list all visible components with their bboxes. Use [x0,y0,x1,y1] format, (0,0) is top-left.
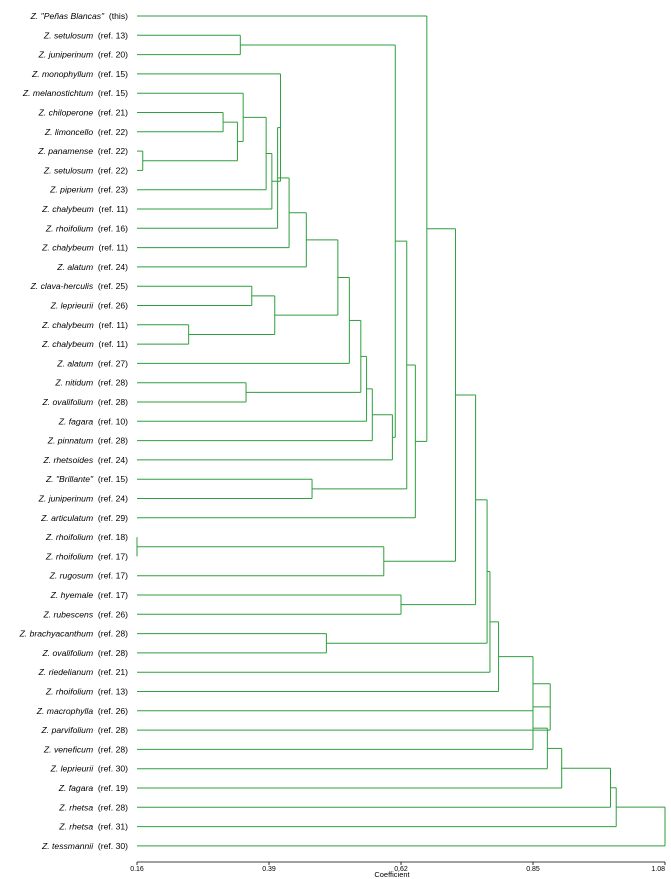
leaf-label: Z. rhetsoides (ref. 24) [42,455,128,465]
x-axis: Coefficient 0.16 0.39 0.62 0.85 1.08 [130,861,666,879]
x-tick-label: 1.08 [651,866,665,873]
leaf-label: Z. leprieurii (ref. 30) [50,764,129,774]
leaf-label: Z. setulosum (ref. 13) [43,30,128,40]
leaf-label: Z. tessmannii (ref. 30) [41,841,128,851]
leaf-label: Z. rubescens (ref. 26) [42,609,128,619]
leaf-label: Z. brachyacanthum (ref. 28) [19,629,129,639]
leaf-label: Z. juniperinum (ref. 24) [38,494,128,504]
leaf-label: Z. monophyllum (ref. 15) [31,69,128,79]
leaf-label: Z. rhoifolium (ref. 17) [45,551,128,561]
leaf-labels: Z. "Peñas Blancas" (this) Z. setulosum (r… [19,11,129,851]
leaf-label: Z. alatum (ref. 24) [56,262,128,272]
leaf-label: Z. chalybeum (ref. 11) [41,339,128,349]
leaf-label: Z. ovalifolium (ref. 28) [42,648,129,658]
leaf-label: Z. ovalifolium (ref. 28) [42,397,129,407]
leaf-label: Z. rugosum (ref. 17) [49,571,128,581]
leaf-label: Z. "Peñas Blancas" (this) [30,11,128,21]
leaf-label: Z. chalybeum (ref. 11) [41,320,128,330]
leaf-label: Z. "Brillante" (ref. 15) [45,474,128,484]
leaf-label: Z. rhoifolium (ref. 16) [45,223,128,233]
leaf-label: Z. chalybeum (ref. 11) [41,204,128,214]
dendrogram-branches [136,15,666,847]
leaf-label: Z. rhetsa (ref. 31) [58,822,128,832]
leaf-label: Z. setulosum (ref. 22) [43,165,128,175]
leaf-label: Z. fagara (ref. 10) [58,416,128,426]
leaf-label: Z. rhoifolium (ref. 18) [45,532,128,542]
x-tick-label: 0.16 [130,866,144,873]
leaf-label: Z. chalybeum (ref. 11) [41,243,128,253]
leaf-label: Z. leprieurii (ref. 26) [50,301,129,311]
leaf-label: Z. articulatum (ref. 29) [40,513,128,523]
leaf-label: Z. panamense (ref. 22) [37,146,128,156]
leaf-label: Z. chiloperone (ref. 21) [38,108,128,118]
leaf-label: Z. veneficum (ref. 28) [43,744,128,754]
leaf-label: Z. pinnatum (ref. 28) [47,436,128,446]
leaf-label: Z. macrophylla (ref. 26) [36,706,128,716]
leaf-label: Z. alatum (ref. 27) [56,358,128,368]
leaf-label: Z. clava-herculis (ref. 25) [30,281,129,291]
leaf-label: Z. limoncello (ref. 22) [44,127,128,137]
leaf-label: Z. fagara (ref. 19) [58,783,128,793]
leaf-label: Z. hyemale (ref. 17) [50,590,129,600]
leaf-label: Z. parvifolium (ref. 28) [41,725,129,735]
leaf-label: Z. juniperinum (ref. 20) [38,50,128,60]
leaf-label: Z. piperium (ref. 23) [49,185,128,195]
x-tick-label: 0.62 [394,866,408,873]
leaf-label: Z. nitidum (ref. 28) [54,378,128,388]
leaf-label: Z. riedelianum (ref. 21) [38,667,128,677]
leaf-label: Z. rhetsa (ref. 28) [58,802,128,812]
x-tick-label: 0.39 [262,866,276,873]
x-tick-label: 0.85 [526,866,540,873]
x-axis-title: Coefficient [374,870,410,879]
leaf-label: Z. melanostichtum (ref. 15) [22,88,128,98]
leaf-label: Z. rhoifolium (ref. 13) [45,687,128,697]
